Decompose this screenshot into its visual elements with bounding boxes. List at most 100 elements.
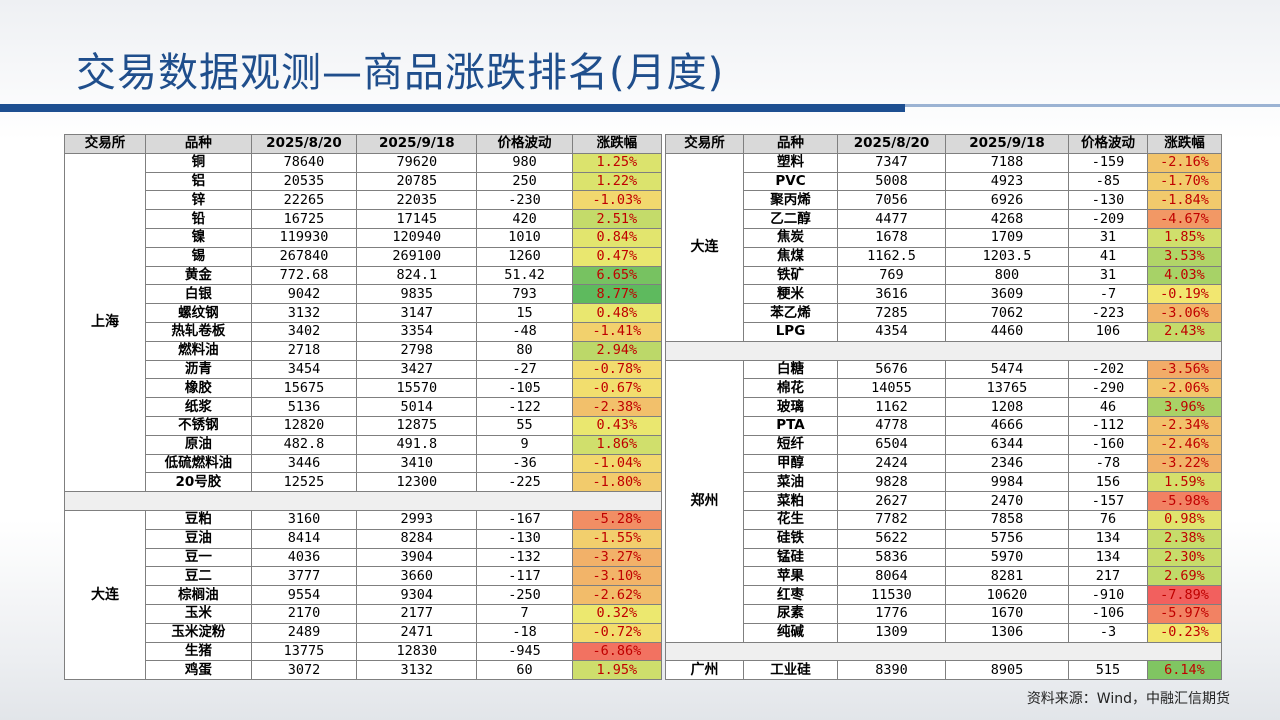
price-change: 9 <box>476 434 573 455</box>
price-end: 6926 <box>945 190 1069 211</box>
table-row: 铝 20535 20785 250 1.22% <box>65 171 663 192</box>
table-row: 尿素 1776 1670 -106 -5.97% <box>666 603 1222 624</box>
commodity-name: 铁矿 <box>743 265 838 286</box>
price-change: -78 <box>1068 453 1148 474</box>
price-change: -122 <box>476 397 573 417</box>
commodity-name: 不锈钢 <box>145 415 252 436</box>
price-end: 5970 <box>945 547 1069 568</box>
price-change: -105 <box>476 378 573 399</box>
pct-change: 2.69% <box>1147 566 1222 587</box>
pct-change: 2.30% <box>1147 547 1222 568</box>
price-change: 80 <box>476 340 573 361</box>
table-row: 广州 工业硅 8390 8905 515 6.14% <box>665 660 1222 681</box>
price-end: 9835 <box>356 284 478 305</box>
commodity-name: 20号胶 <box>145 472 252 493</box>
price-change: 76 <box>1068 509 1148 530</box>
price-start: 4354 <box>837 321 946 342</box>
pct-change: -0.72% <box>571 622 663 643</box>
pct-change: -4.67% <box>1147 209 1222 229</box>
price-end: 7858 <box>945 509 1069 530</box>
commodity-name: 聚丙烯 <box>743 190 838 211</box>
price-end: 491.8 <box>356 434 478 455</box>
price-end: 2798 <box>356 340 478 361</box>
price-start: 4036 <box>250 547 358 568</box>
price-start: 7782 <box>837 509 946 530</box>
price-end: 3410 <box>356 453 478 474</box>
pct-change: -2.06% <box>1147 378 1222 399</box>
exchange-cell: 广州 <box>665 660 744 681</box>
column-header: 品种 <box>145 134 252 154</box>
table-row: 硅铁 5622 5756 134 2.38% <box>666 528 1222 549</box>
price-end: 10620 <box>945 585 1069 605</box>
commodity-name: 镍 <box>145 227 252 248</box>
group-separator <box>665 340 1222 361</box>
price-change: -167 <box>476 509 573 530</box>
table-row: 上海铜 78640 79620 980 1.25% <box>63 152 663 493</box>
price-change: -130 <box>476 528 573 549</box>
commodity-name: 豆油 <box>145 528 252 549</box>
price-start: 5136 <box>250 397 358 417</box>
price-end: 17145 <box>356 209 478 229</box>
commodity-name: 焦煤 <box>743 246 838 267</box>
table-row: PVC 5008 4923 -85 -1.70% <box>666 171 1222 192</box>
pct-change: 1.22% <box>571 171 663 192</box>
price-start: 8390 <box>837 660 946 681</box>
price-end: 2177 <box>356 603 478 624</box>
price-start: 769 <box>837 265 946 286</box>
pct-change: 3.53% <box>1147 246 1222 267</box>
pct-change: 1.86% <box>571 434 663 455</box>
commodity-name: 纸浆 <box>145 397 252 417</box>
pct-change: -2.34% <box>1147 415 1222 436</box>
exchange-cell: 上海 <box>63 152 147 493</box>
price-change: 106 <box>1068 321 1148 342</box>
pct-change: -1.84% <box>1147 190 1222 211</box>
commodity-name: 沥青 <box>145 359 252 380</box>
price-end: 3427 <box>356 359 478 380</box>
price-end: 3904 <box>356 547 478 568</box>
pct-change: -1.70% <box>1147 171 1222 192</box>
commodity-name: 原油 <box>145 434 252 455</box>
pct-change: 2.43% <box>1147 321 1222 342</box>
table-row: 玉米 2170 2177 7 0.32% <box>65 603 663 624</box>
price-end: 5756 <box>945 528 1069 549</box>
price-end: 1670 <box>945 603 1069 624</box>
price-end: 9304 <box>356 585 478 605</box>
price-end: 5474 <box>945 359 1069 380</box>
price-start: 2489 <box>250 622 358 643</box>
price-change: -225 <box>476 472 573 493</box>
separator-cell <box>64 491 662 511</box>
column-header: 价格波动 <box>1068 134 1148 154</box>
price-end: 120940 <box>356 227 478 248</box>
commodity-name: 短纤 <box>743 434 838 455</box>
pct-change: -3.10% <box>571 566 663 587</box>
commodity-name: PTA <box>743 415 838 436</box>
pct-change: -2.46% <box>1147 434 1222 455</box>
table-row: 黄金 772.68 824.1 51.42 6.65% <box>65 265 663 286</box>
commodity-name: 燃料油 <box>145 340 252 361</box>
commodity-name: 铅 <box>145 209 252 229</box>
table-row: 鸡蛋 3072 3132 60 1.95% <box>65 660 663 681</box>
table-row: 苯乙烯 7285 7062 -223 -3.06% <box>666 303 1222 323</box>
commodity-name: 锰硅 <box>743 547 838 568</box>
table-row: 原油 482.8 491.8 9 1.86% <box>65 434 663 455</box>
price-end: 3660 <box>356 566 478 587</box>
pct-change: -2.16% <box>1147 152 1222 173</box>
table-row: 短纤 6504 6344 -160 -2.46% <box>666 434 1222 455</box>
right-commodity-table: 交易所 品种 2025/8/20 2025/9/18 价格波动 涨跌幅 大连 塑料 7347 7… <box>665 134 1222 681</box>
price-start: 2424 <box>837 453 946 474</box>
commodity-name: 苹果 <box>743 566 838 587</box>
left-commodity-table: 交易所 品种 2025/8/20 2025/9/18 价格波动 涨跌幅 上海铜 78640 7… <box>63 134 663 681</box>
commodity-name: 热轧卷板 <box>145 321 252 342</box>
pct-change: 6.14% <box>1147 660 1222 681</box>
price-start: 16725 <box>250 209 358 229</box>
pct-change: -3.06% <box>1147 303 1222 323</box>
table-row: 苹果 8064 8281 217 2.69% <box>666 566 1222 587</box>
pct-change: -1.55% <box>571 528 663 549</box>
commodity-name: 玉米 <box>145 603 252 624</box>
table-row: 低硫燃料油 3446 3410 -36 -1.04% <box>65 453 663 474</box>
commodity-name: 玉米淀粉 <box>145 622 252 643</box>
commodity-name: 乙二醇 <box>743 209 838 229</box>
commodity-name: 黄金 <box>145 265 252 286</box>
price-change: 51.42 <box>476 265 573 286</box>
column-header: 交易所 <box>665 134 744 154</box>
